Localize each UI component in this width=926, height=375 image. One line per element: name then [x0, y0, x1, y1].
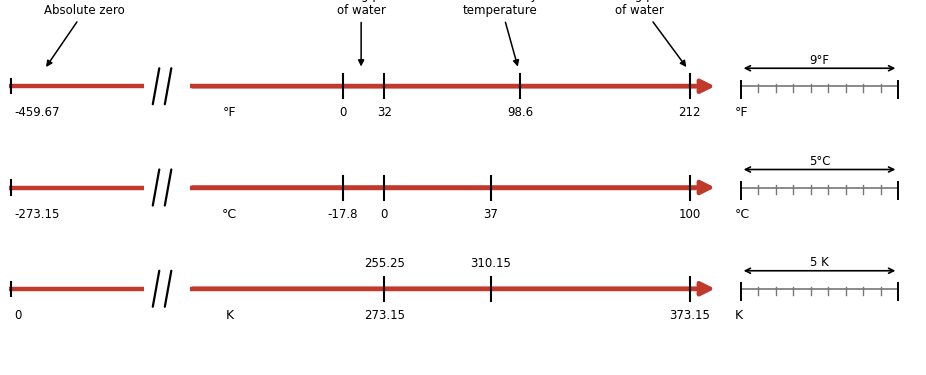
Text: Absolute zero: Absolute zero	[44, 4, 125, 66]
Text: 37: 37	[483, 208, 498, 221]
Text: 0: 0	[339, 106, 346, 120]
Text: 5°C: 5°C	[808, 155, 831, 168]
Text: °C: °C	[222, 208, 237, 221]
Text: 100: 100	[679, 208, 701, 221]
Text: 98.6: 98.6	[507, 106, 533, 120]
Text: K: K	[226, 309, 233, 322]
Text: 273.15: 273.15	[364, 309, 405, 322]
Text: °F: °F	[223, 106, 236, 120]
Text: 212: 212	[679, 106, 701, 120]
Text: 9°F: 9°F	[809, 54, 830, 67]
Text: 5 K: 5 K	[810, 256, 829, 269]
Text: Boiling point
of water: Boiling point of water	[602, 0, 685, 66]
Text: Freezing point
of water: Freezing point of water	[319, 0, 403, 65]
Text: 373.15: 373.15	[669, 309, 710, 322]
Text: -459.67: -459.67	[14, 106, 59, 120]
Text: °C: °C	[735, 208, 750, 221]
Text: 310.15: 310.15	[470, 257, 511, 270]
Text: -273.15: -273.15	[14, 208, 59, 221]
Text: 0: 0	[14, 309, 21, 322]
Text: 32: 32	[377, 106, 392, 120]
Text: °F: °F	[735, 106, 749, 120]
Text: -17.8: -17.8	[328, 208, 357, 221]
Text: 255.25: 255.25	[364, 257, 405, 270]
Text: K: K	[735, 309, 744, 322]
Text: 0: 0	[381, 208, 388, 221]
Text: Normal body
temperature: Normal body temperature	[462, 0, 538, 65]
